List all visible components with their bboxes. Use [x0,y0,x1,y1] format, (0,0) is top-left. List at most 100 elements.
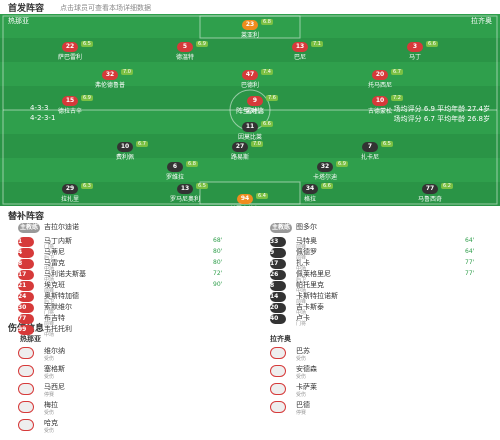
injury-row[interactable]: 维尔纳 受伤 [18,346,248,362]
player-number: 32 [317,162,333,172]
player[interactable]: 94 6.4 普罗韦德尔 [210,193,280,213]
player[interactable]: 47 7.4 巴德利 [215,69,285,89]
player[interactable]: 13 7.1 巴尼 [265,41,335,61]
sub-event: 64' [465,248,475,255]
injury-icon [18,401,34,413]
player[interactable]: 29 6.3 拉扎里 [35,183,105,203]
player-rating: 6.3 [81,183,93,189]
sub-player[interactable]: 26 佩莱格里尼 后卫 77' [270,269,500,283]
sub-event: 72' [213,270,223,277]
player[interactable]: 10 7.2 古德蒙松 [345,95,415,115]
sub-player[interactable]: 24 奥斯特加德 后卫 [18,291,248,305]
sub-number: 4 [18,248,34,258]
player[interactable]: 20 6.7 托马西尼 [345,69,415,89]
injury-row[interactable]: 卡萨莱 受伤 [270,382,500,398]
player-name: 卡塔尔迪 [312,174,337,181]
player-name: 德温特 [175,54,194,61]
sub-player[interactable]: 8 帕托里克 中场 [270,280,500,294]
player-rating: 6.7 [136,141,148,147]
injury-name: 安德森 [296,365,317,373]
sub-event: 77' [465,270,475,277]
sub-player[interactable]: 77 布吉特 前锋 [18,313,248,327]
player[interactable]: 3 6.6 马丁 [380,41,450,61]
player-rating: 6.9 [81,95,93,101]
sub-player[interactable]: 20 吉卡斯泰 中场 [270,302,500,316]
sub-pos: 后卫 [44,299,55,305]
player-name: 罗马尼奥利 [169,196,200,203]
player[interactable]: 13 6.5 罗马尼奥利 [150,183,220,203]
player[interactable]: 7 6.5 扎卡尼 [335,141,405,161]
sub-player[interactable]: 40 卢卡 门将 [270,313,500,327]
player[interactable]: 23 6.8 莱亚利 [215,19,285,39]
sub-name: 韦托托利 [44,325,72,333]
sub-pos: 门将 [44,310,55,316]
player-name: 拉扎里 [60,196,79,203]
center-label: 阵型对比 [236,107,264,115]
player-number: 77 [422,184,438,194]
player-name: 扎卡尼 [360,154,379,161]
player-rating: 7.6 [266,95,278,101]
player[interactable]: 22 6.5 萨巴雷利 [35,41,105,61]
sub-player[interactable]: 8 马雷克 中场 80' [18,258,248,272]
injury-reason: 停赛 [296,410,307,416]
player-name: 巴德利 [240,82,259,89]
sub-number: 99 [18,325,34,335]
player[interactable]: 10 6.7 费利佩 [90,141,160,161]
player[interactable]: 32 7.0 弗伦德鲁普 [75,69,145,89]
player[interactable]: 27 7.0 路易斯 [205,141,275,161]
injury-reason: 受伤 [296,356,307,362]
sub-player[interactable]: 1 马丁内斯 门将 68' [18,236,248,250]
player[interactable]: 32 6.9 卡塔尔迪 [290,161,360,181]
player[interactable]: 5 6.9 德温特 [150,41,220,61]
sub-event: 80' [213,248,223,255]
sub-player[interactable]: 4 马蒂尼 后卫 80' [18,247,248,261]
sub-number: 30 [18,303,34,313]
injury-row[interactable]: 马西尼 停赛 [18,382,248,398]
sub-player[interactable]: 33 马特奥 前锋 64' [270,236,500,250]
injury-row[interactable]: 巴德 停赛 [270,400,500,416]
coach-row: 主教练 吉拉尔迪诺 [18,222,248,233]
sub-name: 马丁内斯 [44,237,72,245]
player[interactable]: 34 6.6 格拉 [275,183,345,203]
sub-name: 卢卡 [296,314,310,322]
player-number: 11 [242,122,258,132]
injury-row[interactable]: 安德森 受伤 [270,364,500,380]
sub-number: 14 [270,292,286,302]
sub-number: 17 [18,270,34,280]
sub-name: 扎卡 [296,259,310,267]
sub-player[interactable]: 21 埃克班 前锋 90' [18,280,248,294]
injury-row[interactable]: 哈克 受伤 [18,418,248,434]
player-name: 费利佩 [115,154,134,161]
player-number: 29 [62,184,78,194]
player-number: 10 [117,142,133,152]
player[interactable]: 11 6.6 因莫比莱 [215,121,285,141]
sub-player[interactable]: 30 索默维尔 门将 [18,302,248,316]
injury-name: 塞格斯 [44,365,65,373]
player-name: 马鲁西奇 [417,196,442,203]
player-name: 因莫比莱 [237,134,262,141]
subtitle: 点击球员可查看本场详细数据 [60,4,151,12]
sub-player[interactable]: 14 卡斯特拉诺斯 前锋 [270,291,500,305]
sub-pos: 中场 [296,288,307,294]
player[interactable]: 15 6.9 德拉古辛 [35,95,105,115]
injury-reason: 受伤 [296,392,307,398]
player-rating: 6.5 [81,41,93,47]
player-name: 萨巴雷利 [57,54,82,61]
sub-pos: 前锋 [44,288,55,294]
sub-event: 77' [465,259,475,266]
injury-row[interactable]: 塞格斯 受伤 [18,364,248,380]
player[interactable]: 77 6.2 马鲁西奇 [395,183,465,203]
player-number: 13 [292,42,308,52]
player-rating: 6.9 [336,161,348,167]
injury-reason: 停赛 [44,392,55,398]
sub-player[interactable]: 17 扎卡 中场 77' [270,258,500,272]
injury-row[interactable]: 巴苏 受伤 [270,346,500,362]
sub-player[interactable]: 9 佩德罗 前锋 64' [270,247,500,261]
injury-reason: 受伤 [296,374,307,380]
sub-player[interactable]: 17 马利诺夫斯基 中场 72' [18,269,248,283]
sub-player[interactable]: 99 韦托托利 中场 [18,324,248,338]
sub-number: 8 [18,259,34,269]
player[interactable]: 6 6.8 罗维拉 [140,161,210,181]
player[interactable]: 9 7.6 雷特吉 [220,95,290,115]
injury-row[interactable]: 梅拉 受伤 [18,400,248,416]
